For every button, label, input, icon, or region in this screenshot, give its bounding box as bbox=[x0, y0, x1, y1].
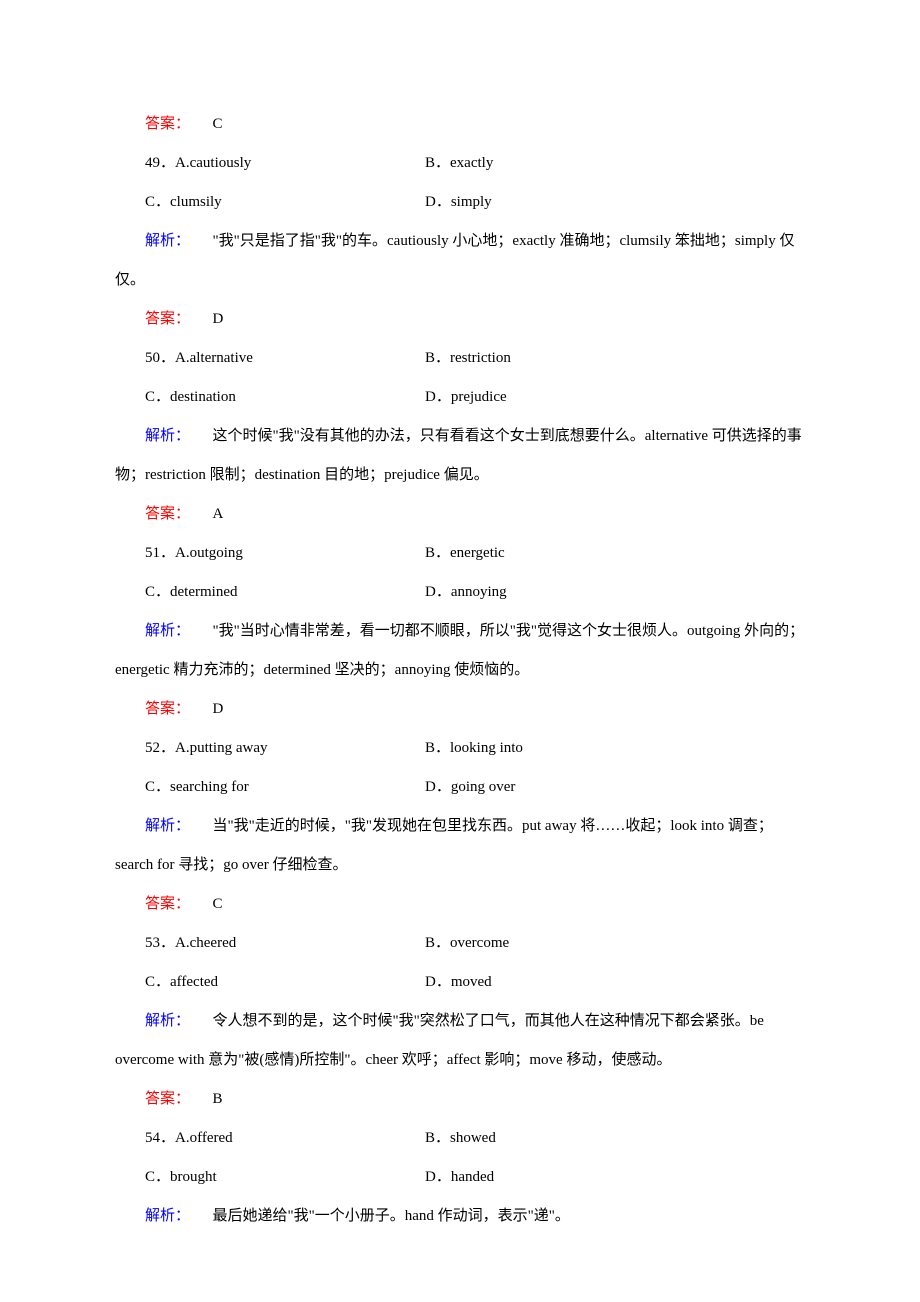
answer-53: 答案： B bbox=[115, 1080, 805, 1119]
option-d: D．annoying bbox=[425, 573, 805, 612]
explain-text: "我"当时心情非常差，看一切都不顺眼，所以"我"觉得这个女士很烦人。outgoi… bbox=[115, 623, 804, 678]
answer-value: D bbox=[213, 311, 224, 327]
explain-50: 解析：这个时候"我"没有其他的办法，只有看看这个女士到底想要什么。alterna… bbox=[115, 417, 805, 495]
explain-54: 解析： 最后她递给"我"一个小册子。hand 作动词，表示"递"。 bbox=[115, 1197, 805, 1236]
option-d: D．prejudice bbox=[425, 378, 805, 417]
option-c: C．clumsily bbox=[145, 183, 425, 222]
question-51-row1: 51．A.outgoing B．energetic bbox=[115, 534, 805, 573]
option-d: D．simply bbox=[425, 183, 805, 222]
option-a: 49．A.cautiously bbox=[145, 144, 425, 183]
option-d: D．moved bbox=[425, 963, 805, 1002]
answer-50: 答案： A bbox=[115, 495, 805, 534]
answer-49: 答案： D bbox=[115, 300, 805, 339]
option-b: B．exactly bbox=[425, 144, 805, 183]
explain-text: 令人想不到的是，这个时候"我"突然松了口气，而其他人在这种情况下都会紧张。be … bbox=[115, 1013, 764, 1068]
answer-value: C bbox=[213, 116, 223, 132]
question-53-row1: 53．A.cheered B．overcome bbox=[115, 924, 805, 963]
answer-label: 答案： bbox=[145, 896, 190, 912]
question-52-row1: 52．A.putting away B．looking into bbox=[115, 729, 805, 768]
document-body: 答案： C 49．A.cautiously B．exactly C．clumsil… bbox=[115, 105, 805, 1236]
question-54-row2: C．brought D．handed bbox=[115, 1158, 805, 1197]
option-a: 50．A.alternative bbox=[145, 339, 425, 378]
question-53-row2: C．affected D．moved bbox=[115, 963, 805, 1002]
explain-label: 解析： bbox=[145, 428, 190, 444]
answer-line-pre: 答案： C bbox=[115, 105, 805, 144]
answer-label: 答案： bbox=[145, 701, 190, 717]
option-c: C．destination bbox=[145, 378, 425, 417]
question-50-row2: C．destination D．prejudice bbox=[115, 378, 805, 417]
question-50-row1: 50．A.alternative B．restriction bbox=[115, 339, 805, 378]
explain-label: 解析： bbox=[145, 1208, 190, 1224]
answer-value: B bbox=[213, 1091, 223, 1107]
option-d: D．going over bbox=[425, 768, 805, 807]
explain-text: 这个时候"我"没有其他的办法，只有看看这个女士到底想要什么。alternativ… bbox=[115, 428, 802, 483]
explain-text: 最后她递给"我"一个小册子。hand 作动词，表示"递"。 bbox=[213, 1208, 570, 1224]
explain-label: 解析： bbox=[145, 1013, 190, 1029]
option-c: C．brought bbox=[145, 1158, 425, 1197]
answer-label: 答案： bbox=[145, 116, 190, 132]
option-a: 54．A.offered bbox=[145, 1119, 425, 1158]
option-b: B．restriction bbox=[425, 339, 805, 378]
option-b: B．energetic bbox=[425, 534, 805, 573]
explain-52: 解析：当"我"走近的时候，"我"发现她在包里找东西。put away 将……收起… bbox=[115, 807, 805, 885]
option-c: C．searching for bbox=[145, 768, 425, 807]
question-52-row2: C．searching for D．going over bbox=[115, 768, 805, 807]
answer-value: C bbox=[213, 896, 223, 912]
answer-label: 答案： bbox=[145, 506, 190, 522]
explain-51: 解析："我"当时心情非常差，看一切都不顺眼，所以"我"觉得这个女士很烦人。out… bbox=[115, 612, 805, 690]
option-b: B．looking into bbox=[425, 729, 805, 768]
answer-51: 答案： D bbox=[115, 690, 805, 729]
answer-label: 答案： bbox=[145, 1091, 190, 1107]
explain-label: 解析： bbox=[145, 623, 190, 639]
option-a: 52．A.putting away bbox=[145, 729, 425, 768]
option-c: C．affected bbox=[145, 963, 425, 1002]
explain-label: 解析： bbox=[145, 233, 190, 249]
explain-53: 解析：令人想不到的是，这个时候"我"突然松了口气，而其他人在这种情况下都会紧张。… bbox=[115, 1002, 805, 1080]
explain-text: 当"我"走近的时候，"我"发现她在包里找东西。put away 将……收起；lo… bbox=[115, 818, 773, 873]
option-a: 51．A.outgoing bbox=[145, 534, 425, 573]
option-b: B．overcome bbox=[425, 924, 805, 963]
explain-label: 解析： bbox=[145, 818, 190, 834]
option-b: B．showed bbox=[425, 1119, 805, 1158]
question-51-row2: C．determined D．annoying bbox=[115, 573, 805, 612]
answer-value: A bbox=[213, 506, 224, 522]
question-49-row2: C．clumsily D．simply bbox=[115, 183, 805, 222]
explain-49: 解析："我"只是指了指"我"的车。cautiously 小心地；exactly … bbox=[115, 222, 805, 300]
option-c: C．determined bbox=[145, 573, 425, 612]
question-54-row1: 54．A.offered B．showed bbox=[115, 1119, 805, 1158]
answer-value: D bbox=[213, 701, 224, 717]
answer-label: 答案： bbox=[145, 311, 190, 327]
explain-text: "我"只是指了指"我"的车。cautiously 小心地；exactly 准确地… bbox=[115, 233, 794, 288]
answer-52: 答案： C bbox=[115, 885, 805, 924]
question-49-row1: 49．A.cautiously B．exactly bbox=[115, 144, 805, 183]
option-d: D．handed bbox=[425, 1158, 805, 1197]
option-a: 53．A.cheered bbox=[145, 924, 425, 963]
